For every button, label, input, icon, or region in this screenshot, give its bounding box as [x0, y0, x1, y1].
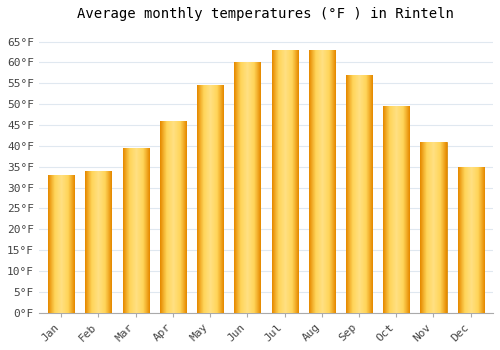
Bar: [272, 50, 297, 313]
Bar: [346, 75, 372, 313]
Bar: [122, 148, 148, 313]
Bar: [160, 121, 186, 313]
Bar: [234, 62, 260, 313]
Bar: [197, 85, 223, 313]
Bar: [308, 50, 335, 313]
Bar: [383, 106, 409, 313]
Bar: [86, 171, 112, 313]
Title: Average monthly temperatures (°F ) in Rinteln: Average monthly temperatures (°F ) in Ri…: [78, 7, 454, 21]
Bar: [420, 142, 446, 313]
Bar: [48, 175, 74, 313]
Bar: [458, 167, 483, 313]
